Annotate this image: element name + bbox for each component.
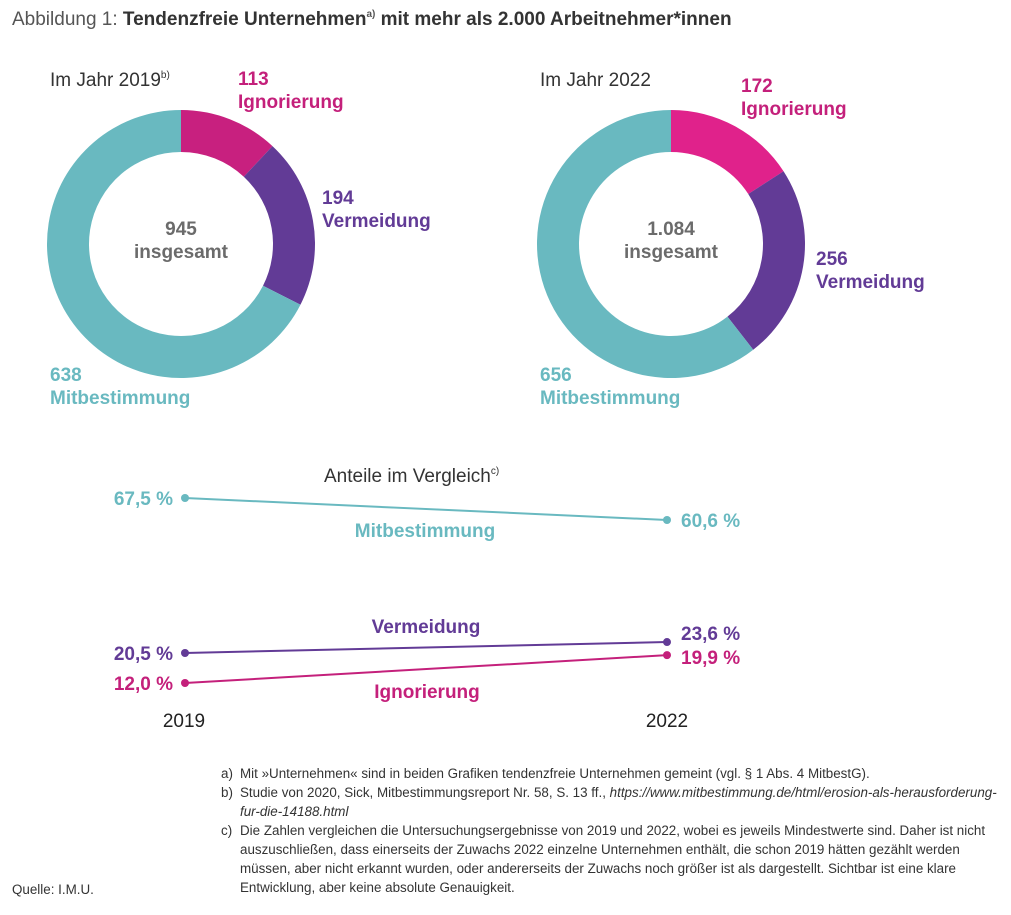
donut-2022-vermeidung-label: Vermeidung	[816, 272, 925, 293]
footnote-c-letter: c)	[221, 823, 233, 838]
donut-2022: Im Jahr 2022 1.084 insgesamt 172 Ignorie…	[537, 70, 925, 409]
line-ignorierung	[184, 654, 668, 684]
donut-2019-center-label: insgesamt	[134, 242, 229, 263]
comparison-title: Anteile im Vergleichc)	[324, 466, 499, 487]
footnote-a: a) Mit »Unternehmen« sind in beiden Graf…	[221, 764, 1001, 783]
source-note: Quelle: I.M.U.	[12, 882, 94, 897]
donut-2022-title: Im Jahr 2022	[540, 70, 651, 91]
donut-segment-ignorierung-2019	[181, 110, 273, 177]
point-vermeidung-2019	[181, 649, 189, 657]
donut-2022-mitbestimmung-label: Mitbestimmung	[540, 388, 680, 409]
donut-2022-mitbestimmung-value: 656	[540, 365, 572, 386]
donut-2019-title: Im Jahr 2019b)	[50, 70, 170, 91]
point-vermeidung-2022	[663, 638, 671, 647]
donut-segment-mitbestimmung-2022	[537, 110, 754, 378]
donut-2019-mitbestimmung-label: Mitbestimmung	[50, 388, 190, 409]
footnote-a-text: Mit »Unternehmen« sind in beiden Grafike…	[240, 766, 870, 781]
title-rest: mit mehr als 2.000 Arbeitnehmer*innen	[375, 9, 732, 30]
label-ignorierung-2019: 12,0 %	[114, 674, 173, 695]
figure-title: Abbildung 1: Tendenzfreie Unternehmena) …	[12, 9, 732, 31]
donut-segment-vermeidung-2019	[243, 146, 315, 305]
label-mitbestimmung-2022: 60,6 %	[681, 511, 740, 532]
x-label-2022: 2022	[646, 711, 688, 732]
footnote-c: c) Die Zahlen vergleichen die Untersuchu…	[221, 821, 1001, 897]
donut-segment-ignorierung-2022	[671, 110, 784, 195]
donut-2019: Im Jahr 2019b) 945 insgesamt 113 Ignorie…	[47, 69, 431, 409]
point-ignorierung-2019	[181, 679, 189, 687]
chart-area: Im Jahr 2019b) 945 insgesamt 113 Ignorie…	[47, 69, 925, 732]
donut-2022-center-label: insgesamt	[624, 242, 719, 263]
label-vermeidung-2022: 23,6 %	[681, 624, 740, 645]
point-mitbestimmung-2022	[663, 516, 671, 524]
point-ignorierung-2022	[663, 651, 671, 660]
donut-segment-vermeidung-2022	[727, 171, 806, 350]
footnote-b-link[interactable]: https://www.mitbestimmung.de/html/erosio…	[240, 785, 997, 819]
series-name-mitbestimmung: Mitbestimmung	[355, 521, 495, 542]
donut-2019-vermeidung-label: Vermeidung	[322, 211, 431, 232]
donut-segment-mitbestimmung-2019	[47, 110, 301, 378]
label-vermeidung-2019: 20,5 %	[114, 644, 173, 665]
footnote-b-text: Studie von 2020, Sick, Mitbestimmungsrep…	[240, 785, 610, 800]
donut-2022-vermeidung-value: 256	[816, 249, 848, 270]
comparison-chart: Anteile im Vergleichc) 67,5 % 60,6 % Mit…	[114, 466, 740, 732]
line-vermeidung	[184, 641, 668, 654]
title-main: Tendenzfreie Unternehmen	[122, 9, 367, 30]
title-footnote-mark: a)	[366, 9, 376, 20]
donut-2019-mitbestimmung-value: 638	[50, 365, 82, 386]
footnotes: a) Mit »Unternehmen« sind in beiden Graf…	[221, 764, 1001, 897]
footnote-c-text: Die Zahlen vergleichen die Untersuchungs…	[240, 823, 986, 895]
series-name-vermeidung: Vermeidung	[372, 617, 481, 638]
footnote-a-letter: a)	[221, 766, 233, 781]
donut-2022-ignorierung-label: Ignorierung	[741, 99, 847, 120]
footnote-b: b) Studie von 2020, Sick, Mitbestimmungs…	[221, 783, 1001, 821]
donut-2019-vermeidung-value: 194	[322, 188, 354, 209]
point-mitbestimmung-2019	[181, 494, 189, 502]
title-prefix: Abbildung 1:	[12, 9, 123, 30]
donut-2019-ignorierung-value: 113	[238, 69, 269, 90]
donut-2019-ignorierung-label: Ignorierung	[238, 92, 344, 113]
line-mitbestimmung	[184, 497, 668, 521]
footnote-b-letter: b)	[221, 785, 233, 800]
donut-2019-center-value: 945	[165, 219, 197, 240]
series-name-ignorierung: Ignorierung	[374, 682, 480, 703]
donut-2022-center-value: 1.084	[647, 219, 695, 240]
x-label-2019: 2019	[163, 711, 205, 732]
label-ignorierung-2022: 19,9 %	[681, 648, 740, 669]
donut-2022-ignorierung-value: 172	[741, 76, 773, 97]
label-mitbestimmung-2019: 67,5 %	[114, 489, 173, 510]
